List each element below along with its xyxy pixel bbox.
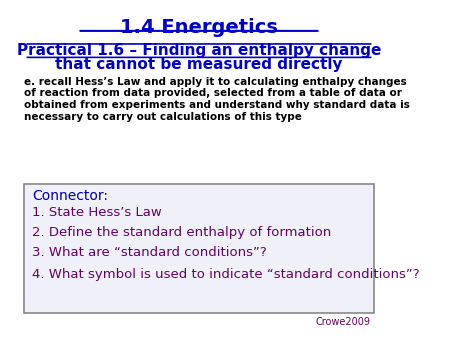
Text: that cannot be measured directly: that cannot be measured directly — [55, 57, 343, 72]
Text: 1. State Hess’s Law: 1. State Hess’s Law — [32, 206, 162, 219]
Text: 1.4 Energetics: 1.4 Energetics — [120, 18, 278, 37]
Text: Crowe2009: Crowe2009 — [316, 317, 371, 327]
Text: 4. What symbol is used to indicate “standard conditions”?: 4. What symbol is used to indicate “stan… — [32, 268, 419, 281]
Text: e. recall Hess’s Law and apply it to calculating enthalpy changes
of reaction fr: e. recall Hess’s Law and apply it to cal… — [24, 77, 410, 122]
Text: 2. Define the standard enthalpy of formation: 2. Define the standard enthalpy of forma… — [32, 226, 331, 239]
FancyBboxPatch shape — [24, 184, 374, 313]
Text: 3. What are “standard conditions”?: 3. What are “standard conditions”? — [32, 246, 267, 259]
Text: Practical 1.6 – Finding an enthalpy change: Practical 1.6 – Finding an enthalpy chan… — [17, 43, 381, 58]
Text: Connector:: Connector: — [32, 189, 108, 203]
